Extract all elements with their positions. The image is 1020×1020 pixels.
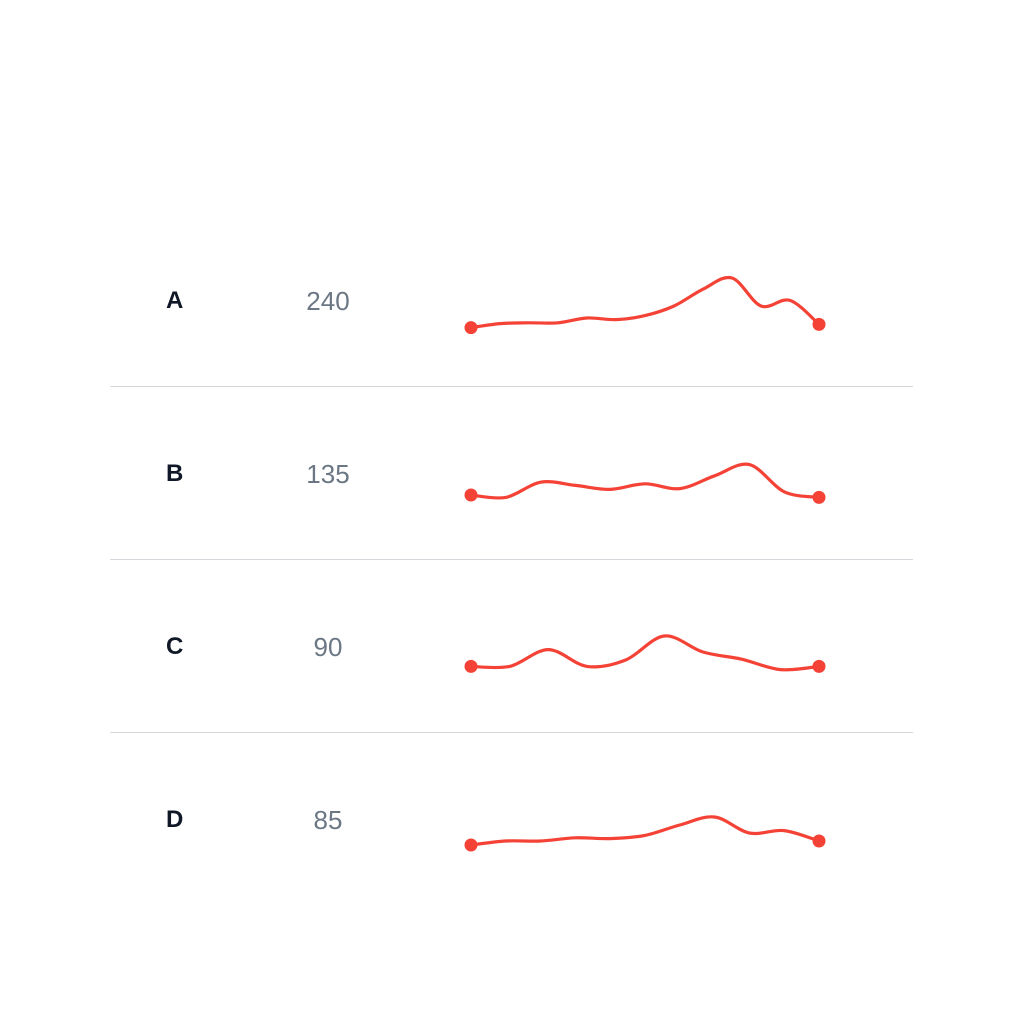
sparkline-end-point: [812, 834, 826, 848]
sparkline-series-line: [469, 462, 821, 500]
sparkline-start-point: [464, 321, 478, 335]
sparkline-series-line: [469, 815, 821, 847]
row-value: 90: [313, 632, 343, 662]
row-value: 135: [306, 459, 350, 489]
sparkline-end-point: [812, 490, 826, 504]
sparkline-series-line: [469, 275, 821, 330]
row-label: A: [166, 287, 184, 314]
table-row: B 135: [110, 387, 913, 560]
sparkline-start-point: [464, 838, 478, 852]
sparkline: [464, 815, 826, 852]
sparkline-end-point: [812, 659, 826, 673]
sparkline-table: A 240 B 135 C 90 D 85: [110, 214, 913, 906]
row-value: 85: [313, 805, 343, 835]
sparkline-start-point: [464, 659, 478, 673]
sparkline: [464, 462, 826, 504]
sparkline-series-line: [469, 634, 821, 672]
sparkline-start-point: [464, 488, 478, 502]
sparkline-end-point: [812, 317, 826, 331]
row-label: B: [166, 460, 184, 487]
row-label: D: [166, 806, 184, 833]
row-label: C: [166, 633, 184, 660]
table-row: C 90: [110, 560, 913, 733]
sparkline: [464, 275, 826, 335]
sparkline: [464, 634, 826, 673]
table-row: D 85: [110, 733, 913, 906]
table-row: A 240: [110, 214, 913, 387]
row-value: 240: [306, 286, 350, 316]
